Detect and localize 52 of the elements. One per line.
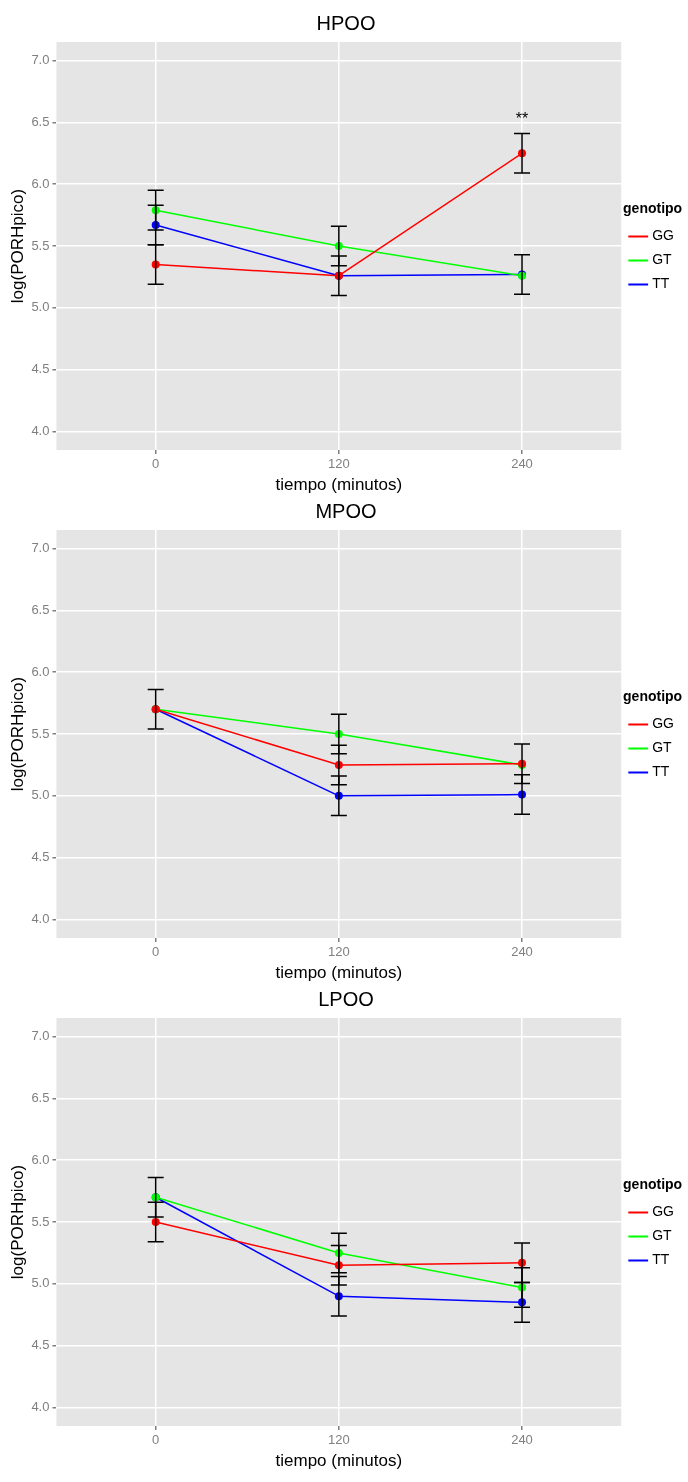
y-tick-label: 6.5 — [31, 1089, 50, 1105]
legend-label: GG — [652, 1203, 674, 1220]
chart-title: MPOO — [315, 499, 377, 522]
y-tick-label: 5.0 — [31, 299, 50, 315]
legend-label: GT — [652, 739, 673, 756]
x-tick-label: 120 — [327, 1432, 350, 1448]
legend-label: TT — [652, 1251, 670, 1268]
y-tick-label: 5.5 — [31, 725, 50, 741]
y-tick-label: 7.0 — [31, 52, 50, 68]
y-tick-label: 6.0 — [31, 663, 50, 679]
legend-label: TT — [652, 275, 670, 292]
x-tick-label: 0 — [152, 944, 160, 960]
y-tick-label: 4.0 — [31, 911, 50, 927]
y-tick-label: 7.0 — [31, 1028, 50, 1044]
x-tick-label: 0 — [152, 1432, 160, 1448]
y-tick-label: 7.0 — [31, 540, 50, 556]
y-tick-label: 5.0 — [31, 1275, 50, 1291]
legend-label: GT — [652, 251, 673, 268]
annotation: ** — [515, 109, 529, 127]
x-axis-title: tiempo (minutos) — [275, 963, 403, 983]
x-tick-label: 240 — [511, 944, 533, 960]
x-tick-label: 0 — [152, 456, 160, 472]
y-tick-label: 5.0 — [31, 787, 50, 803]
legend-label: GT — [652, 1227, 673, 1244]
legend-label: GG — [652, 227, 674, 244]
y-tick-label: 5.5 — [31, 237, 50, 253]
x-tick-label: 120 — [327, 944, 350, 960]
legend-label: GG — [652, 715, 674, 732]
y-tick-label: 6.5 — [31, 601, 50, 617]
y-tick-label: 4.5 — [31, 849, 50, 865]
y-tick-label: 5.5 — [31, 1213, 50, 1229]
x-axis-title: tiempo (minutos) — [275, 475, 403, 495]
legend-title: genotipo — [623, 1176, 683, 1193]
y-axis-title: log(PORHpico) — [7, 188, 27, 304]
x-axis-title: tiempo (minutos) — [275, 1451, 403, 1471]
legend-title: genotipo — [623, 200, 683, 217]
x-tick-label: 240 — [511, 1432, 533, 1448]
y-tick-label: 6.0 — [31, 1151, 50, 1167]
chart-title: HPOO — [316, 11, 376, 34]
y-tick-label: 6.5 — [31, 113, 50, 129]
chart-title: LPOO — [318, 987, 374, 1010]
y-axis-title: log(PORHpico) — [7, 676, 27, 792]
legend-title: genotipo — [623, 688, 683, 705]
y-tick-label: 4.5 — [31, 1337, 50, 1353]
y-tick-label: 4.0 — [31, 423, 50, 439]
x-tick-label: 120 — [327, 456, 350, 472]
y-tick-label: 4.5 — [31, 361, 50, 377]
x-tick-label: 240 — [511, 456, 533, 472]
y-tick-label: 6.0 — [31, 175, 50, 191]
y-axis-title: log(PORHpico) — [7, 1164, 27, 1280]
y-tick-label: 4.0 — [31, 1399, 50, 1415]
legend-label: TT — [652, 763, 670, 780]
